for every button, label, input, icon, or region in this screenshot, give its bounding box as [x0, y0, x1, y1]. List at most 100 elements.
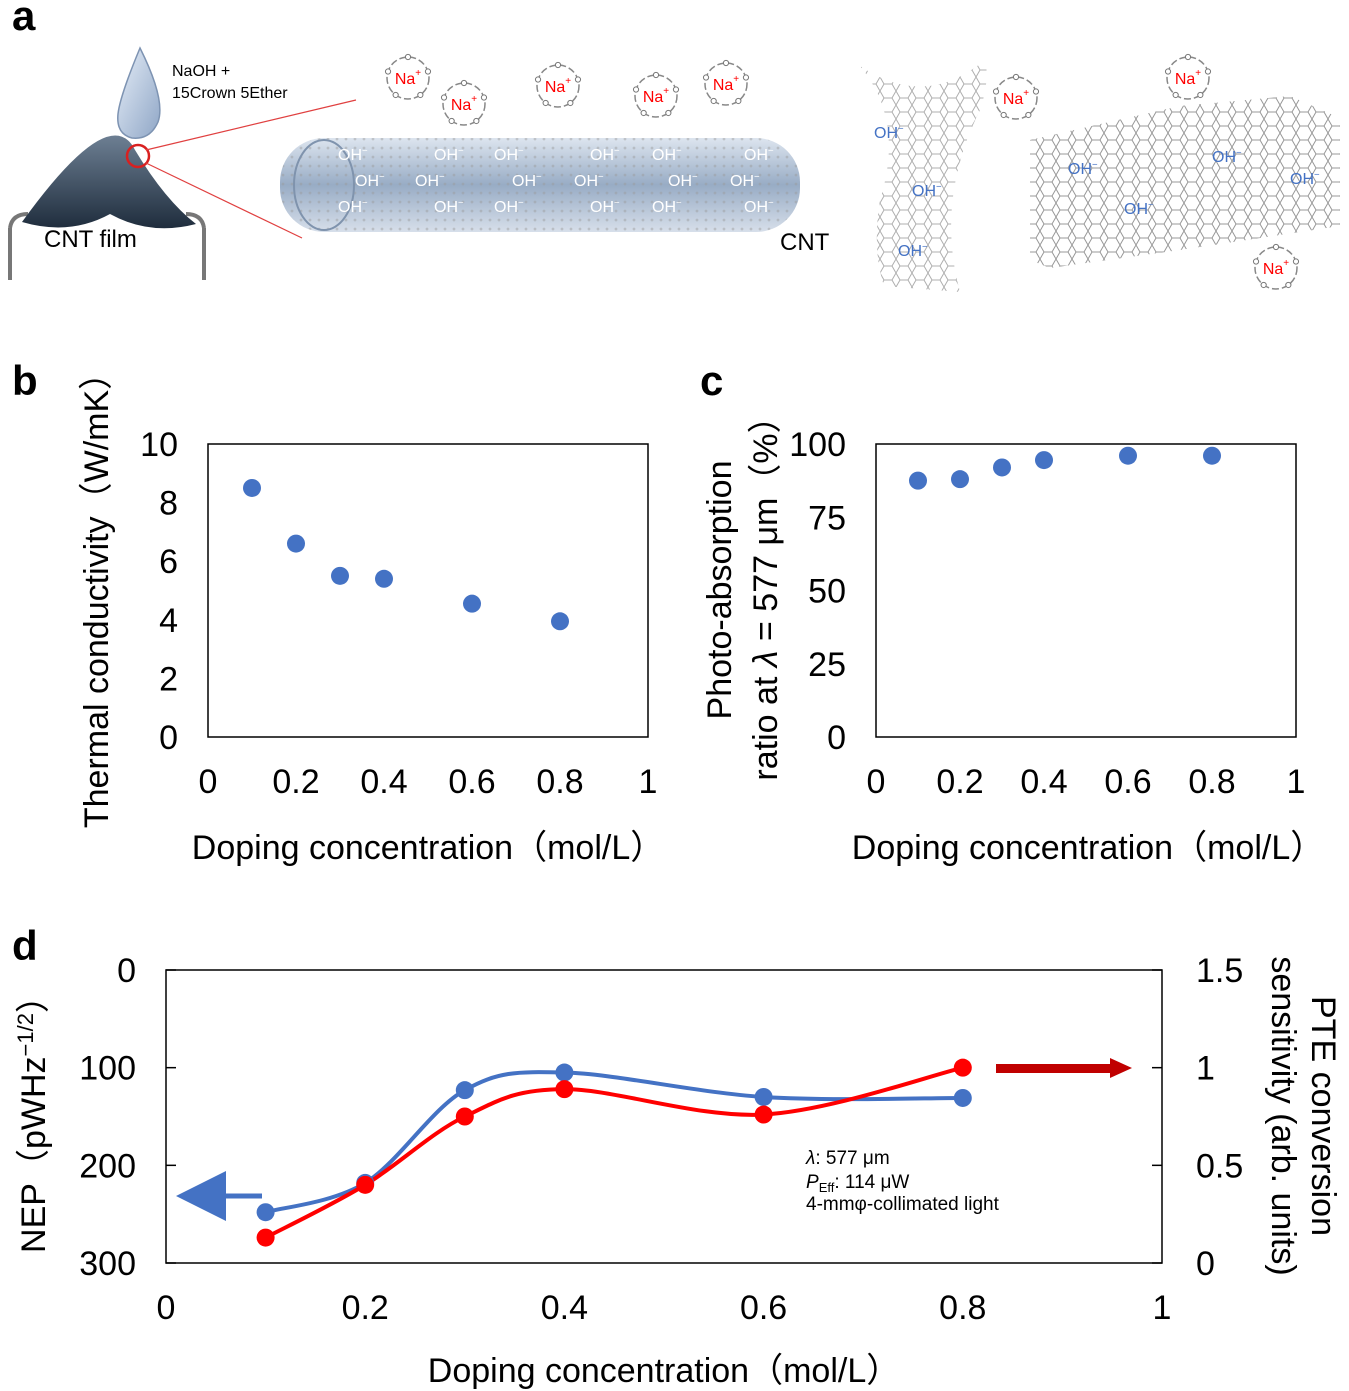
y-tick-label-left: 300 — [79, 1245, 136, 1283]
hydroxide-ion-label: OH− — [1124, 200, 1154, 218]
y-tick-label-right: 1.5 — [1196, 952, 1243, 990]
graphene-sheet-curved — [860, 60, 987, 292]
y-axis-label-b: Thermal conductivity（W/mK） — [78, 356, 116, 828]
reagent-line1: NaOH + — [172, 63, 230, 80]
y-tick-label: 0 — [159, 719, 178, 757]
sodium-crown-icon: Na+ — [384, 53, 432, 100]
x-tick-labels-b: 0 0.2 0.4 0.6 0.8 1 — [199, 763, 658, 801]
hydroxide-ion-label: OH− — [1290, 170, 1320, 188]
sodium-crown-icon: Na+ — [992, 73, 1040, 120]
data-point-blue — [256, 1203, 275, 1222]
annotation-power: PEff: 114 μW — [806, 1172, 909, 1195]
hydroxide-ion-label: OH− — [338, 146, 368, 164]
hydroxide-ion-label: OH− — [355, 172, 385, 190]
hydroxide-ion-label: OH− — [338, 198, 368, 216]
plot-frame-d — [165, 969, 1163, 1264]
plot-frame-b — [207, 443, 649, 738]
data-point — [551, 612, 569, 631]
chart-thermal-conductivity: 0 2 4 6 8 10 0 0.2 0.4 0.6 0.8 1 Thermal conductiv… — [78, 356, 664, 867]
annotation-lambda-value: : 577 μm — [815, 1148, 889, 1169]
sodium-crown-icon: Na+ — [534, 61, 582, 108]
data-point — [951, 470, 969, 489]
annotation-power-value: : 114 μW — [834, 1172, 909, 1193]
data-point — [375, 569, 393, 588]
data-point-blue — [754, 1087, 773, 1106]
x-tick-label: 0.8 — [536, 763, 583, 801]
hydroxide-ion-label: OH− — [652, 146, 682, 164]
data-point — [243, 478, 261, 497]
reagent-line2: 15Crown 5Ether — [172, 85, 288, 102]
x-tick-label: 0.6 — [448, 763, 495, 801]
x-tick-label: 0.6 — [740, 1289, 787, 1327]
data-point-blue — [953, 1088, 972, 1107]
data-point-blue — [455, 1081, 474, 1100]
hydroxide-ion-label: OH− — [434, 146, 464, 164]
data-points-d — [256, 1058, 972, 1247]
hydroxide-ion-label: OH− — [874, 124, 904, 142]
sodium-crown-icon: Na+ — [440, 79, 488, 126]
y-tick-labels-b: 0 2 4 6 8 10 — [140, 426, 178, 757]
hydroxide-ion-label: OH− — [434, 198, 464, 216]
hydroxide-ion-label: OH− — [668, 172, 698, 190]
panel-label-a: a — [12, 0, 36, 39]
y-axis-label-c-pre: ratio at — [747, 667, 785, 780]
y-tick-label: 6 — [159, 543, 178, 581]
hydroxide-ion-label: OH− — [912, 182, 942, 200]
x-tick-label: 1 — [639, 763, 658, 801]
y-tick-label: 10 — [140, 426, 178, 464]
sodium-ion-label: Na+ — [1003, 88, 1029, 108]
chart-nep-pte: 0 100 200 300 1.5 1 0.5 0 0 0.2 0.4 0.6 0.8 1 λ: 57… — [13, 952, 1342, 1390]
hydroxide-ion-label: OH− — [744, 146, 774, 164]
data-point — [1203, 446, 1221, 465]
x-tick-label: 0.2 — [936, 763, 983, 801]
arrow-right-red — [996, 1058, 1132, 1078]
data-point — [331, 566, 349, 585]
x-axis-label-b: Doping concentration（mol/L） — [192, 829, 664, 867]
y-tick-label: 8 — [159, 485, 178, 523]
y-axis-label-c-line2: ratio at λ = 577 μm（%） — [747, 399, 785, 780]
annotation-lambda-symbol: λ — [805, 1148, 815, 1169]
hydroxide-ion-label: OH− — [512, 172, 542, 190]
data-point — [909, 471, 927, 490]
y-axis-right-label-d-line1: PTE conversion — [1304, 996, 1342, 1236]
panel-label-c: c — [700, 357, 723, 404]
data-point — [463, 594, 481, 613]
graphene-sheet-flat — [1030, 96, 1340, 268]
y-axis-label-c-post: = 577 μm（%） — [747, 399, 785, 650]
sodium-crown-complexes: Na+ Na+ Na+ Na+ Na+ Na+ Na+ Na+ — [384, 53, 1300, 290]
x-tick-label: 0.8 — [939, 1289, 986, 1327]
sodium-crown-icon: Na+ — [1164, 53, 1212, 100]
data-point — [993, 458, 1011, 477]
data-points-b — [243, 478, 569, 631]
x-tick-label: 1 — [1287, 763, 1306, 801]
hydroxide-ion-label: OH− — [1068, 160, 1098, 178]
hydroxide-ion-label: OH− — [494, 198, 524, 216]
sodium-ion-label: Na+ — [713, 74, 739, 94]
y-tick-labels-c: 0 25 50 75 100 — [789, 426, 846, 757]
sodium-ion-label: Na+ — [1175, 68, 1201, 88]
x-axis-label-d: Doping concentration（mol/L） — [428, 1352, 900, 1390]
hydroxide-ion-label: OH− — [652, 198, 682, 216]
y-tick-label: 75 — [808, 499, 846, 537]
y-tick-label: 50 — [808, 573, 846, 611]
chart-photo-absorption: 0 25 50 75 100 0 0.2 0.4 0.6 0.8 1 Photo-absorpti… — [701, 399, 1324, 867]
cnt-tube — [280, 138, 800, 232]
data-point — [287, 534, 305, 553]
y-tick-label-right: 1 — [1196, 1050, 1215, 1088]
x-tick-label: 0 — [867, 763, 886, 801]
sodium-ion-label: Na+ — [545, 76, 571, 96]
zoom-line-top — [145, 99, 357, 151]
panel-label-b: b — [12, 357, 38, 404]
hydroxide-ion-label: OH− — [1212, 148, 1242, 166]
hydroxide-ion-label: OH− — [744, 198, 774, 216]
x-tick-label: 0.2 — [272, 763, 319, 801]
data-point-red — [555, 1080, 574, 1099]
sodium-crown-icon: Na+ — [1252, 243, 1300, 290]
y-axis-label-c-line1: Photo-absorption — [701, 461, 739, 720]
y-axis-left-label-d-sup: −1/2 — [13, 1013, 38, 1056]
left-y-tick-labels-d: 0 100 200 300 — [79, 952, 176, 1283]
x-tick-label: 0.8 — [1188, 763, 1235, 801]
y-tick-label-left: 0 — [117, 952, 136, 990]
right-y-tick-labels-d: 1.5 1 0.5 0 — [1152, 952, 1243, 1283]
